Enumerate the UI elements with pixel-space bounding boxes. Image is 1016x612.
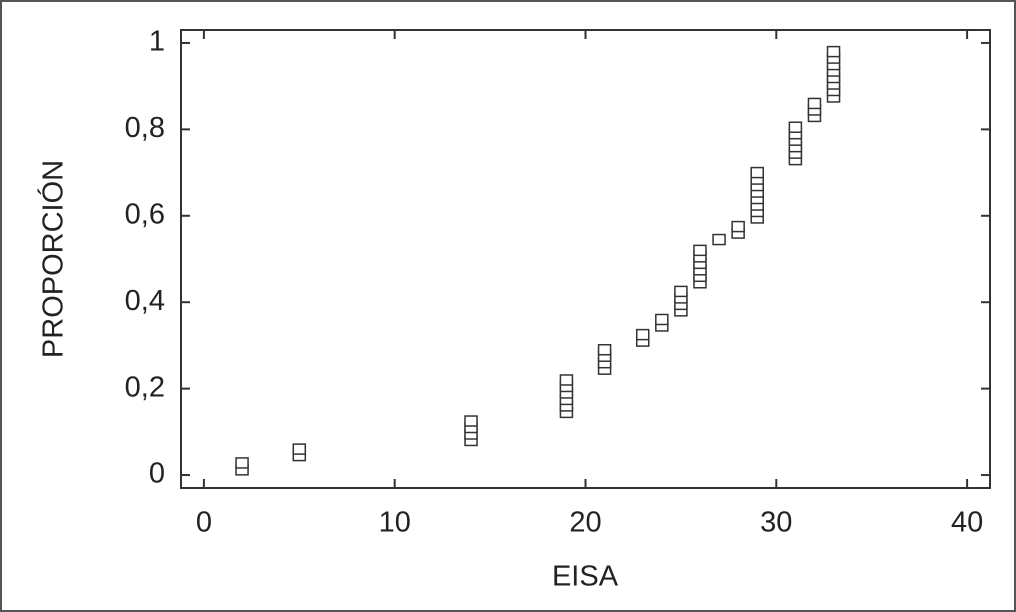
x-tick-label: 0	[196, 507, 212, 539]
point	[292, 443, 307, 455]
point	[674, 285, 688, 298]
y-tick-label: 0,2	[125, 371, 165, 403]
point	[559, 374, 574, 386]
x-tick-label: 40	[951, 507, 983, 539]
x-tick-label: 20	[569, 507, 601, 539]
x-tick-label: 30	[760, 507, 792, 539]
y-tick-label: 1	[149, 26, 165, 58]
point	[693, 244, 707, 257]
y-tick-label: 0,4	[125, 285, 165, 317]
point	[635, 328, 650, 341]
point	[655, 313, 669, 326]
point	[597, 343, 612, 356]
point	[750, 166, 764, 179]
y-tick-label: 0	[149, 458, 165, 490]
point	[464, 415, 478, 427]
y-axis-label: PROPORCIÓN	[37, 160, 70, 358]
point	[235, 457, 249, 469]
y-tick-label: 0,6	[125, 198, 165, 230]
y-tick-label: 0,8	[125, 112, 165, 144]
x-axis-label: EISA	[552, 561, 619, 593]
point	[731, 220, 745, 233]
point	[826, 45, 841, 58]
point	[712, 233, 726, 246]
x-tick-label: 10	[379, 507, 411, 539]
point	[788, 121, 803, 133]
point	[807, 97, 822, 110]
